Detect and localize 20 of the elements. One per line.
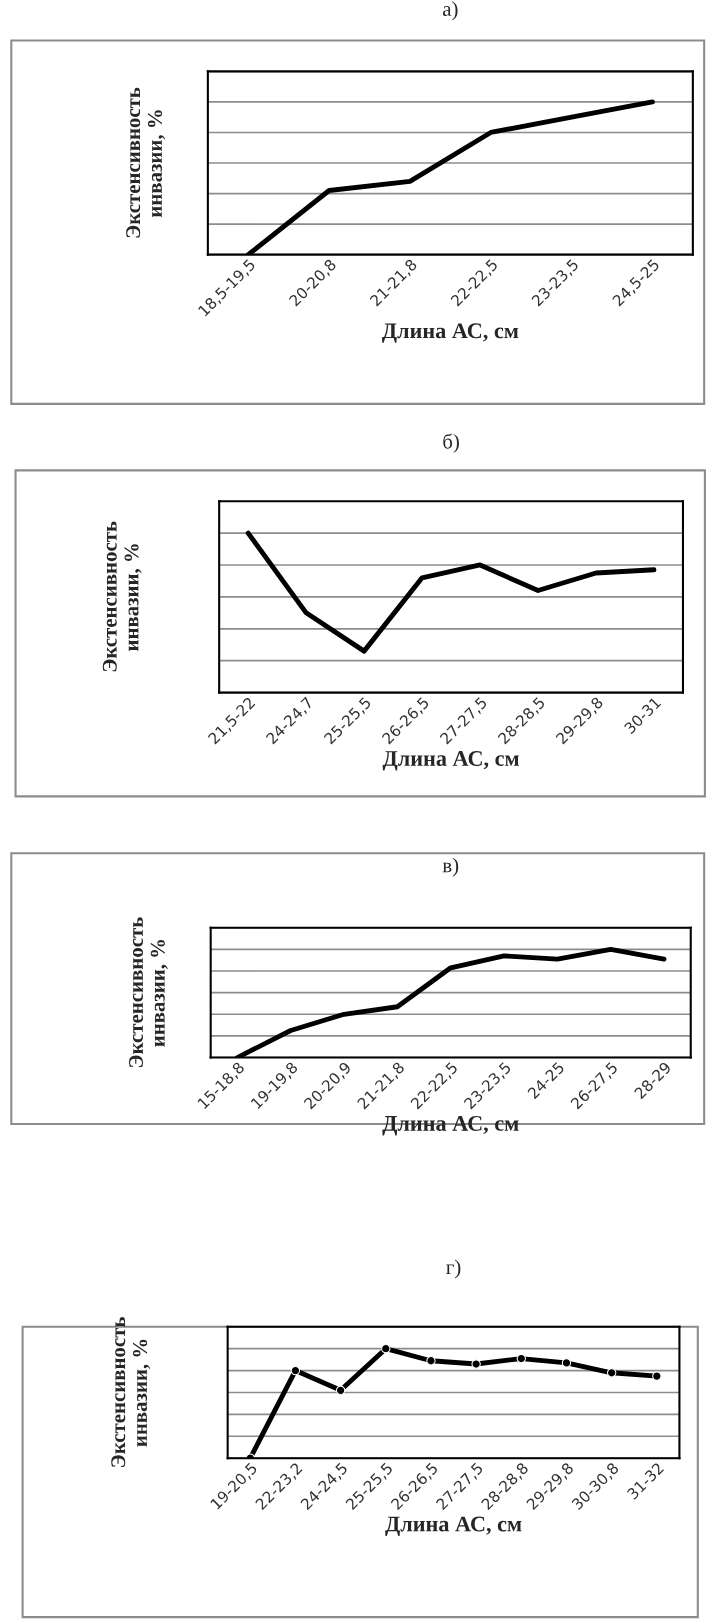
x-axis-title: Длина АС, см [385,1516,522,1537]
y-axis-title: Экстенсивность инвазии, % [102,521,142,672]
x-axis-title: Длина АС, см [381,323,519,343]
chart-title: а) [443,1,458,21]
y-axis-title: Экстенсивность инвазии, % [126,87,165,238]
point [426,1356,436,1366]
chart-title: б) [443,433,459,453]
chart-title: в) [442,857,459,877]
x-axis-title: Длина АС, см [382,1115,519,1136]
point [290,1365,301,1376]
y-axis-title: Экстенсивность инвазии, % [111,1317,151,1467]
y-axis-title: Экстенсивность инвазии, % [129,917,168,1068]
x-axis-title: Длина АС, см [382,751,519,771]
point [561,1358,572,1368]
point [606,1368,617,1378]
point [471,1359,481,1369]
point [381,1344,391,1354]
point [335,1385,346,1395]
point [652,1371,662,1381]
chart-title: г) [446,1259,461,1279]
